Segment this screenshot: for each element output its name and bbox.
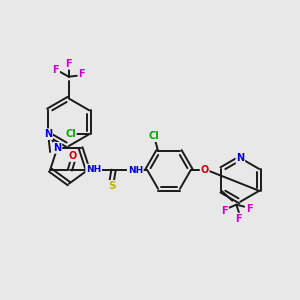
Text: N: N xyxy=(236,153,244,163)
Text: F: F xyxy=(52,65,59,75)
Text: S: S xyxy=(108,181,115,191)
Text: Cl: Cl xyxy=(149,131,160,141)
Text: N: N xyxy=(44,129,52,139)
Text: F: F xyxy=(235,214,242,224)
Text: F: F xyxy=(65,59,72,69)
Text: O: O xyxy=(69,151,77,161)
Text: Cl: Cl xyxy=(65,129,76,139)
Text: F: F xyxy=(246,204,253,214)
Text: NH: NH xyxy=(128,167,143,176)
Text: N: N xyxy=(53,143,62,153)
Text: F: F xyxy=(221,206,228,216)
Text: O: O xyxy=(201,165,209,175)
Text: NH: NH xyxy=(86,164,101,173)
Text: F: F xyxy=(78,69,85,79)
